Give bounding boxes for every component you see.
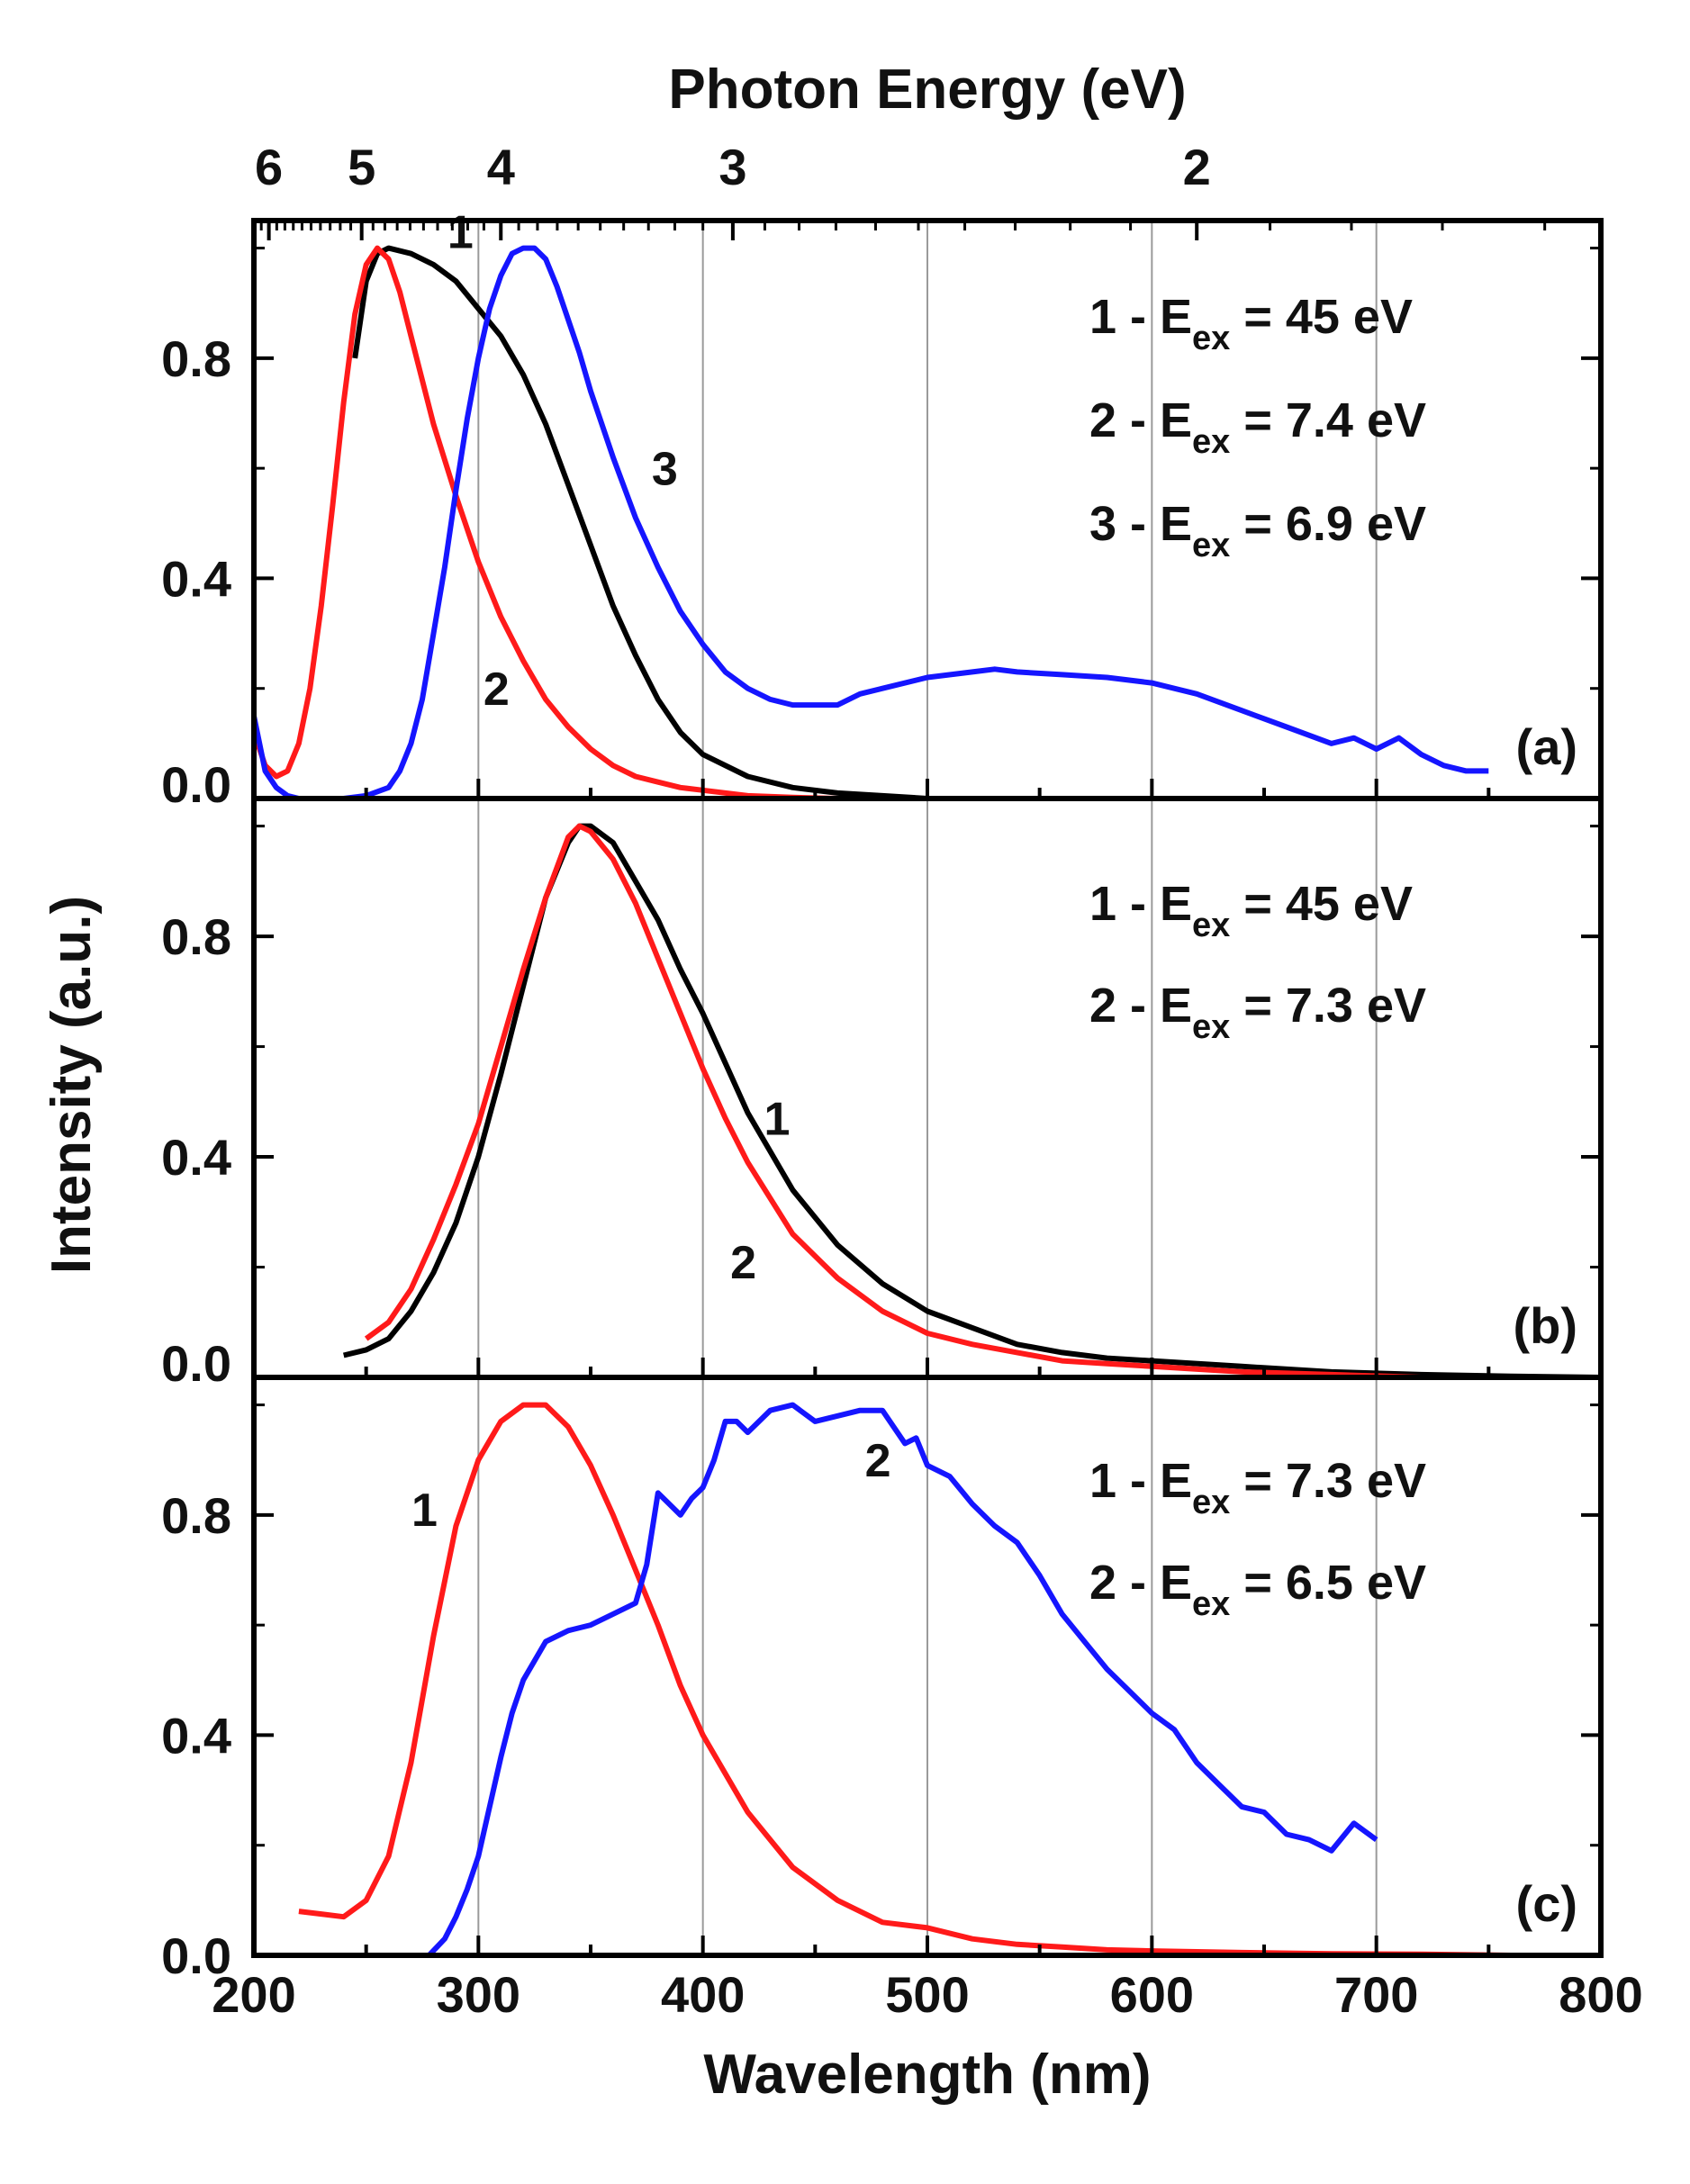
- series-1-line: [352, 245, 928, 799]
- series-2-line: [364, 823, 1422, 1377]
- x-tick-label: 400: [661, 1966, 745, 2023]
- x-tick-label: 600: [1110, 1966, 1194, 2023]
- curve-label: 2: [484, 663, 510, 716]
- x-tick-label: 700: [1334, 1966, 1418, 2023]
- y-tick-label: 0.8: [161, 330, 231, 387]
- top-tick-label: 2: [1183, 139, 1211, 195]
- legend-entry: 2 - Eex = 7.3 eV: [1089, 979, 1426, 1046]
- top-tick-label: 5: [348, 139, 375, 195]
- curve-label: 1: [447, 207, 474, 259]
- curve-label: 1: [411, 1485, 438, 1537]
- x-tick-label: 300: [437, 1966, 520, 2023]
- top-tick-label: 3: [718, 139, 746, 195]
- top-tick-label: 4: [487, 139, 515, 195]
- x-tick-label: 500: [885, 1966, 969, 2023]
- y-axis-title: Intensity (a.u.): [41, 896, 103, 1274]
- y-tick-label: 0.0: [161, 1927, 231, 1984]
- y-tick-label: 0.0: [161, 756, 231, 813]
- legend-entry: 1 - Eex = 45 eV: [1089, 290, 1413, 357]
- y-tick-label: 0.4: [161, 1707, 231, 1764]
- legend-entry: 2 - Eex = 7.4 eV: [1089, 393, 1426, 461]
- x-axis-title: Wavelength (nm): [703, 2044, 1151, 2106]
- panel-label: (a): [1516, 718, 1577, 775]
- legend-entry: 3 - Eex = 6.9 eV: [1089, 497, 1426, 564]
- panel-frame: [251, 1375, 1604, 1958]
- curve-label: 3: [652, 443, 678, 495]
- y-tick-label: 0.4: [161, 1129, 231, 1186]
- y-tick-label: 0.0: [161, 1335, 231, 1392]
- plot-area: 0.0 0.4 0.8 1 - Eex = 45 eV 2 - Eex = 7.4 eV…: [161, 139, 1643, 2023]
- legend-entry: 1 - Eex = 45 eV: [1089, 877, 1413, 944]
- legend-entry: 1 - Eex = 7.3 eV: [1089, 1454, 1426, 1521]
- curve-label: 2: [865, 1435, 891, 1487]
- y-tick-label: 0.8: [161, 1487, 231, 1544]
- curve-label: 1: [764, 1094, 790, 1146]
- panel-label: (c): [1516, 1875, 1577, 1932]
- legend-entry: 2 - Eex = 6.5 eV: [1089, 1556, 1426, 1623]
- top-tick-label: 6: [255, 139, 283, 195]
- x-tick-label: 800: [1559, 1966, 1642, 2023]
- top-axis-title: Photon Energy (eV): [668, 59, 1186, 121]
- series-2-line: [427, 1402, 1378, 1955]
- x-tick-label: 200: [212, 1966, 295, 2023]
- series-3-line: [254, 245, 1489, 799]
- panel-label: (b): [1513, 1297, 1577, 1354]
- series-1-line: [298, 1402, 1601, 1955]
- curve-label: 2: [730, 1237, 756, 1289]
- y-tick-label: 0.4: [161, 550, 231, 607]
- series-1-line: [342, 823, 1601, 1377]
- y-tick-label: 0.8: [161, 908, 231, 965]
